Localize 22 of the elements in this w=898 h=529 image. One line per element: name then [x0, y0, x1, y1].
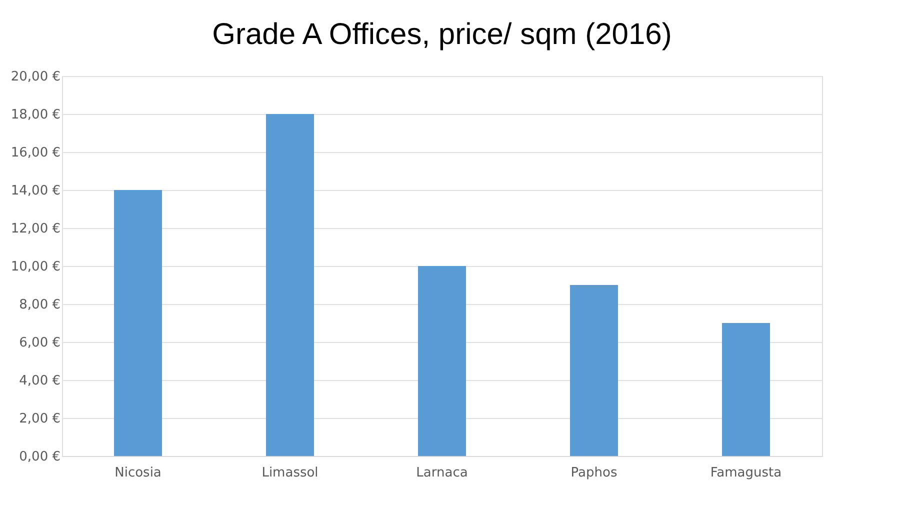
chart-title: Grade A Offices, price/ sqm (2016): [212, 18, 672, 51]
y-tick-label: 18,00 €: [10, 108, 60, 122]
x-tick-label: Famagusta: [710, 466, 782, 480]
x-tick-label: Limassol: [262, 466, 318, 480]
bar: [570, 285, 618, 456]
x-tick-label: Larnaca: [416, 466, 468, 480]
y-tick-label: 6,00 €: [19, 336, 60, 350]
y-tick-label: 8,00 €: [19, 298, 60, 312]
y-tick-label: 2,00 €: [19, 412, 60, 426]
y-tick-label: 10,00 €: [10, 260, 60, 274]
y-tick-label: 14,00 €: [10, 184, 60, 198]
y-tick-label: 20,00 €: [10, 70, 60, 84]
x-tick-label: Nicosia: [114, 466, 162, 480]
y-tick-label: 0,00 €: [19, 450, 60, 464]
bar: [722, 323, 770, 456]
bar: [418, 266, 466, 456]
bar: [114, 190, 162, 456]
bar: [266, 114, 314, 456]
y-tick-label: 4,00 €: [19, 374, 60, 388]
y-tick-label: 16,00 €: [10, 146, 60, 160]
y-tick-label: 12,00 €: [10, 222, 60, 236]
x-tick-label: Paphos: [570, 466, 618, 480]
